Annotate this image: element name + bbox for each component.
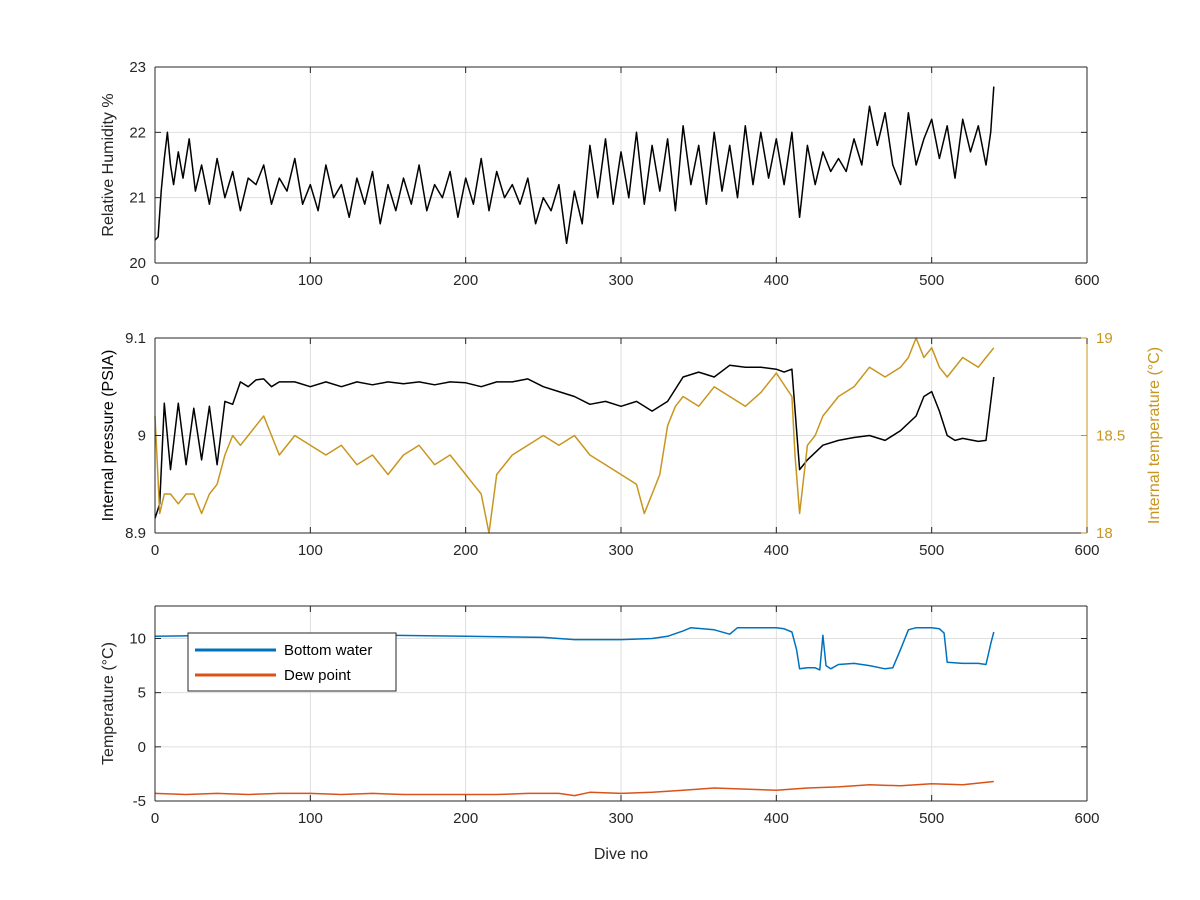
x-tick-label: 400 <box>764 272 789 289</box>
series-line-2-1 <box>154 364 995 519</box>
y2-tick-label: 18 <box>1096 525 1113 542</box>
x-tick-label: 500 <box>919 542 944 559</box>
x-tick-label: 100 <box>298 542 323 559</box>
x-tick-label: 400 <box>764 810 789 827</box>
x-tick-label: 600 <box>1074 542 1099 559</box>
x-tick-label: 200 <box>453 542 478 559</box>
y2-axis-label: Internal temperature (°C) <box>1146 347 1163 524</box>
x-axis-label: Dive no <box>594 846 648 863</box>
x-tick-label: 100 <box>298 810 323 827</box>
legend-label-dew-point: Dew point <box>284 667 352 684</box>
y-tick-label: -5 <box>133 793 146 810</box>
y-tick-label: 21 <box>129 190 146 207</box>
series-line-2-2 <box>154 337 995 534</box>
x-tick-label: 0 <box>151 272 159 289</box>
x-tick-label: 200 <box>453 810 478 827</box>
series-line-bottom-water <box>154 626 995 671</box>
x-tick-label: 100 <box>298 272 323 289</box>
x-tick-label: 500 <box>919 810 944 827</box>
x-tick-label: 0 <box>151 810 159 827</box>
legend-label-bottom-water: Bottom water <box>284 642 372 659</box>
y-tick-label: 23 <box>129 59 146 76</box>
legend: Bottom water Dew point <box>187 632 397 692</box>
x-tick-label: 0 <box>151 542 159 559</box>
y-tick-label: 9 <box>138 428 146 445</box>
y-tick-label: 20 <box>129 255 146 272</box>
y-tick-label: 10 <box>129 631 146 648</box>
x-tick-label: 600 <box>1074 272 1099 289</box>
y-axis-label: Relative Humidity % <box>100 93 117 236</box>
y-tick-label: 5 <box>138 685 146 702</box>
y-tick-label: 8.9 <box>125 525 146 542</box>
x-tick-label: 400 <box>764 542 789 559</box>
legend-box <box>187 632 397 692</box>
y2-tick-label: 19 <box>1096 330 1113 347</box>
x-tick-label: 300 <box>608 272 633 289</box>
y-tick-label: 0 <box>138 739 146 756</box>
x-tick-label: 600 <box>1074 810 1099 827</box>
y-tick-label: 22 <box>129 124 146 141</box>
subplot-2: 0 100 200 300 400 500 600 8.9 9 9.1 18 18.5 19 Intern… <box>100 330 1163 559</box>
y-axis-label: Temperature (°C) <box>100 642 117 765</box>
y-axis-label: Internal pressure (PSIA) <box>100 350 117 522</box>
series-line-1-1 <box>154 86 995 245</box>
series-line-dew-point <box>154 780 994 797</box>
y2-tick-label: 18.5 <box>1096 428 1125 445</box>
x-tick-label: 500 <box>919 272 944 289</box>
x-tick-label: 300 <box>608 542 633 559</box>
subplot-1: 0 100 200 300 400 500 600 20 21 22 23 Relative Humi… <box>100 59 1100 289</box>
subplot-3: 0 100 200 300 400 500 600 -5 0 5 10 Temperature (°C… <box>100 605 1100 863</box>
x-tick-label: 200 <box>453 272 478 289</box>
x-tick-label: 300 <box>608 810 633 827</box>
y-tick-label: 9.1 <box>125 330 146 347</box>
